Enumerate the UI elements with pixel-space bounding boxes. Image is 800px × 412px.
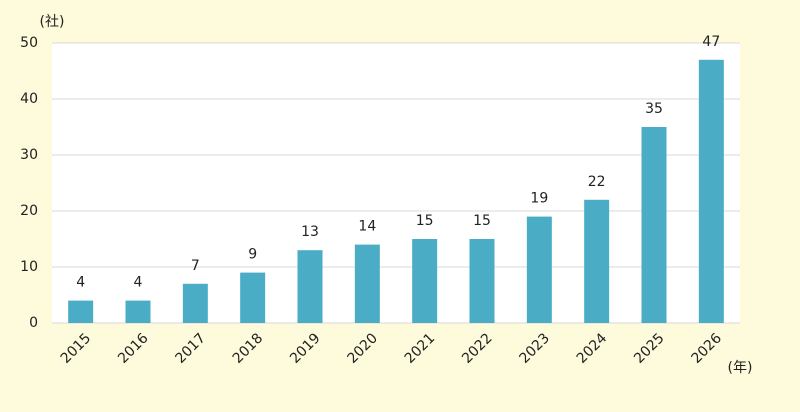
y-tick-label: 50: [20, 35, 38, 51]
bar: [354, 244, 380, 323]
data-label: 35: [645, 101, 663, 117]
bar: [526, 216, 552, 323]
data-label: 47: [702, 34, 720, 50]
bar: [125, 300, 151, 323]
y-axis-label: (社): [40, 14, 65, 30]
data-label: 4: [76, 275, 85, 291]
bar: [297, 250, 323, 323]
data-label: 4: [134, 275, 143, 291]
data-label: 7: [191, 258, 200, 274]
data-label: 22: [588, 174, 606, 190]
bar: [182, 283, 208, 323]
bar: [469, 239, 495, 323]
bar: [68, 300, 94, 323]
data-label: 15: [416, 213, 434, 229]
bar: [412, 239, 438, 323]
bar: [584, 199, 610, 323]
data-label: 15: [473, 213, 491, 229]
data-label: 13: [301, 224, 319, 240]
y-tick-label: 20: [20, 203, 38, 219]
y-tick-label: 30: [20, 147, 38, 163]
data-label: 14: [358, 219, 376, 235]
y-tick-label: 0: [29, 315, 38, 331]
data-label: 9: [248, 247, 257, 263]
y-tick-label: 40: [20, 91, 38, 107]
x-axis-label: (年): [728, 360, 753, 376]
bar: [240, 272, 266, 323]
bar: [698, 59, 724, 324]
bar: [641, 127, 667, 323]
y-tick-label: 10: [20, 259, 38, 275]
data-label: 19: [530, 191, 548, 207]
plot-area: [52, 43, 740, 323]
